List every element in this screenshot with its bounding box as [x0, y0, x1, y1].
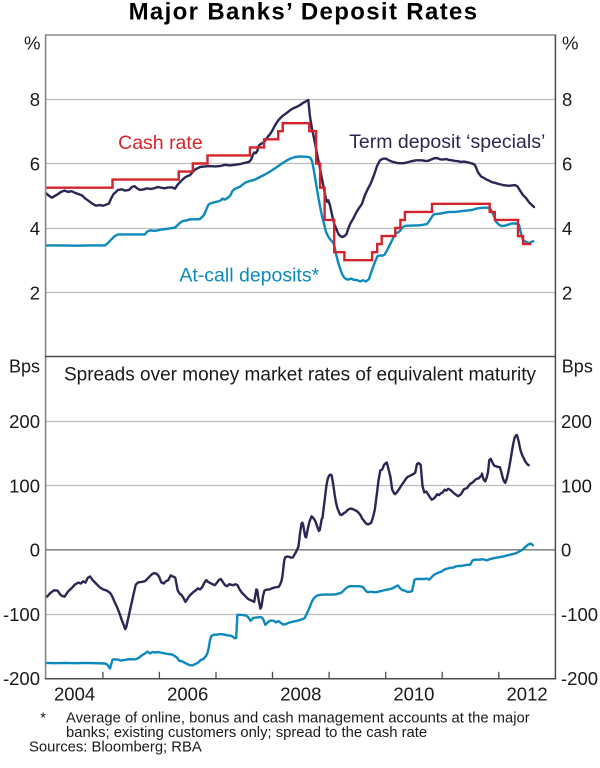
svg-text:%: %: [562, 32, 578, 53]
svg-text:0: 0: [30, 540, 40, 561]
svg-text:2006: 2006: [167, 684, 208, 705]
svg-text:At-call deposits*: At-call deposits*: [179, 265, 319, 287]
svg-text:banks; existing customers only: banks; existing customers only; spread t…: [66, 725, 427, 741]
svg-text:0: 0: [561, 540, 571, 561]
svg-text:Average of online, bonus and c: Average of online, bonus and cash manage…: [66, 711, 530, 727]
svg-text:2004: 2004: [54, 684, 95, 705]
svg-text:6: 6: [30, 153, 40, 174]
svg-text:6: 6: [562, 153, 572, 174]
svg-text:100: 100: [561, 475, 592, 496]
svg-text:-100: -100: [561, 604, 598, 625]
svg-text:*: *: [40, 711, 46, 727]
svg-text:Major Banks’ Deposit Rates: Major Banks’ Deposit Rates: [129, 0, 479, 26]
svg-text:2: 2: [30, 282, 40, 303]
svg-text:200: 200: [9, 411, 40, 432]
svg-text:2008: 2008: [280, 684, 321, 705]
svg-text:2012: 2012: [507, 684, 548, 705]
svg-text:8: 8: [562, 89, 572, 110]
svg-text:-200: -200: [3, 668, 40, 689]
svg-text:Term deposit ‘specials’: Term deposit ‘specials’: [349, 131, 545, 153]
svg-text:100: 100: [9, 475, 40, 496]
svg-text:Spreads over money market rate: Spreads over money market rates of equiv…: [64, 365, 537, 386]
svg-text:2: 2: [562, 282, 572, 303]
svg-text:Bps: Bps: [9, 357, 40, 377]
svg-text:%: %: [24, 32, 40, 53]
svg-text:-100: -100: [3, 604, 40, 625]
svg-text:4: 4: [562, 218, 572, 239]
svg-text:4: 4: [30, 218, 40, 239]
svg-text:2010: 2010: [393, 684, 434, 705]
svg-text:Sources: Bloomberg; RBA: Sources: Bloomberg; RBA: [29, 740, 202, 756]
svg-text:Cash rate: Cash rate: [118, 132, 203, 154]
svg-text:200: 200: [561, 411, 592, 432]
svg-text:-200: -200: [561, 668, 598, 689]
svg-text:8: 8: [30, 89, 40, 110]
svg-text:Bps: Bps: [562, 357, 593, 377]
